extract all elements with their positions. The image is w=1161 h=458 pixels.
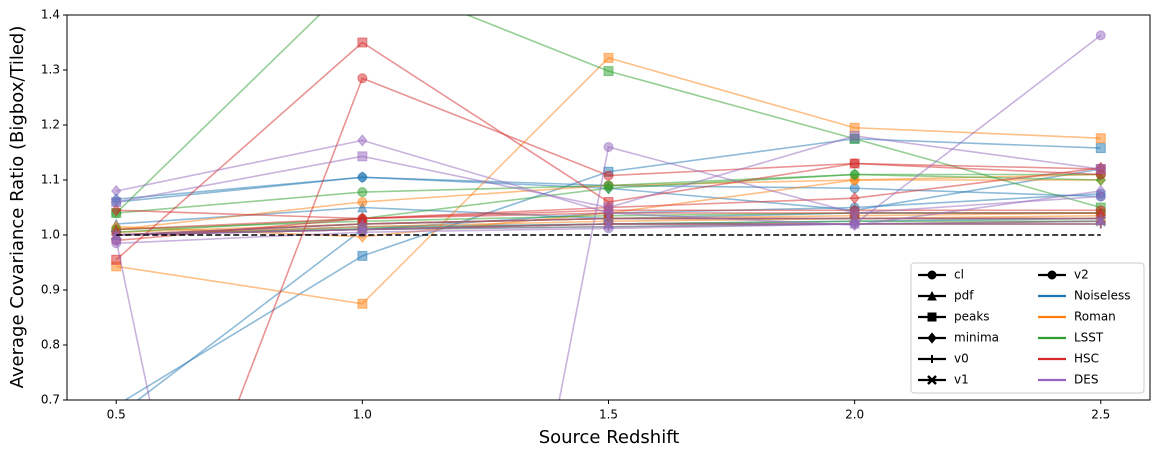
legend-label: HSC — [1074, 352, 1099, 366]
marker — [603, 66, 614, 77]
marker — [111, 204, 122, 217]
y-tick-label: 1.4 — [41, 8, 60, 22]
marker — [357, 197, 368, 207]
x-tick-label: 1.0 — [353, 408, 372, 422]
y-tick-label: 1.0 — [41, 228, 60, 242]
y-tick-label: 0.9 — [41, 283, 60, 297]
marker — [357, 298, 368, 309]
marker — [927, 270, 937, 280]
x-tick-label: 1.5 — [599, 408, 618, 422]
marker — [111, 197, 122, 207]
marker — [849, 219, 860, 229]
y-axis-label: Average Covariance Ratio (Bigbox/Tiled) — [7, 26, 28, 389]
legend-label: v0 — [954, 352, 969, 366]
marker — [603, 182, 614, 195]
marker — [1095, 184, 1106, 198]
marker — [849, 122, 860, 133]
y-tick-label: 1.2 — [41, 118, 60, 132]
legend-label: v1 — [954, 373, 969, 387]
x-tick-label: 2.0 — [845, 408, 864, 422]
marker — [357, 37, 368, 48]
marker — [849, 168, 860, 181]
x-axis-label: Source Redshift — [539, 427, 680, 448]
legend-label: minima — [954, 331, 999, 345]
y-tick-label: 0.8 — [41, 338, 60, 352]
marker — [1095, 30, 1106, 41]
marker — [1095, 164, 1106, 174]
legend-label: peaks — [954, 310, 990, 324]
marker — [357, 171, 368, 184]
legend: cl pdf peaks minima v0 v1 v2 Noiseless Roman LSST… — [910, 262, 1145, 394]
marker — [1095, 215, 1107, 227]
marker — [927, 312, 937, 322]
y-tick-label: 1.3 — [41, 63, 60, 77]
legend-frame — [910, 262, 1145, 394]
marker — [357, 201, 368, 213]
marker — [357, 151, 368, 162]
marker — [849, 131, 860, 141]
legend-label: Roman — [1074, 310, 1116, 324]
marker — [603, 223, 614, 234]
plot-area — [110, 15, 1107, 400]
marker — [111, 184, 122, 198]
marker — [357, 73, 368, 84]
marker — [849, 158, 860, 169]
marker — [1047, 270, 1057, 280]
x-tick-label: 0.5 — [107, 408, 126, 422]
marker — [927, 290, 937, 301]
marker — [111, 238, 122, 249]
marker — [1095, 143, 1106, 154]
marker — [1095, 133, 1106, 144]
legend-label: v2 — [1074, 268, 1089, 282]
marker — [928, 355, 936, 363]
marker — [357, 134, 368, 147]
marker — [357, 250, 368, 261]
marker — [603, 170, 614, 181]
marker — [927, 375, 937, 385]
marker — [927, 332, 937, 344]
legend-label: Noiseless — [1074, 289, 1131, 303]
marker — [603, 142, 614, 152]
marker — [849, 191, 860, 205]
marker — [110, 229, 122, 241]
legend-label: pdf — [954, 289, 974, 303]
marker — [603, 52, 614, 63]
legend-label: cl — [954, 268, 964, 282]
marker — [603, 206, 614, 220]
legend-label: DES — [1074, 373, 1098, 387]
legend-label: LSST — [1074, 331, 1104, 345]
y-tick-label: 1.1 — [41, 173, 60, 187]
marker — [357, 187, 368, 198]
x-tick-label: 2.5 — [1091, 408, 1110, 422]
y-tick-label: 0.7 — [41, 393, 60, 407]
